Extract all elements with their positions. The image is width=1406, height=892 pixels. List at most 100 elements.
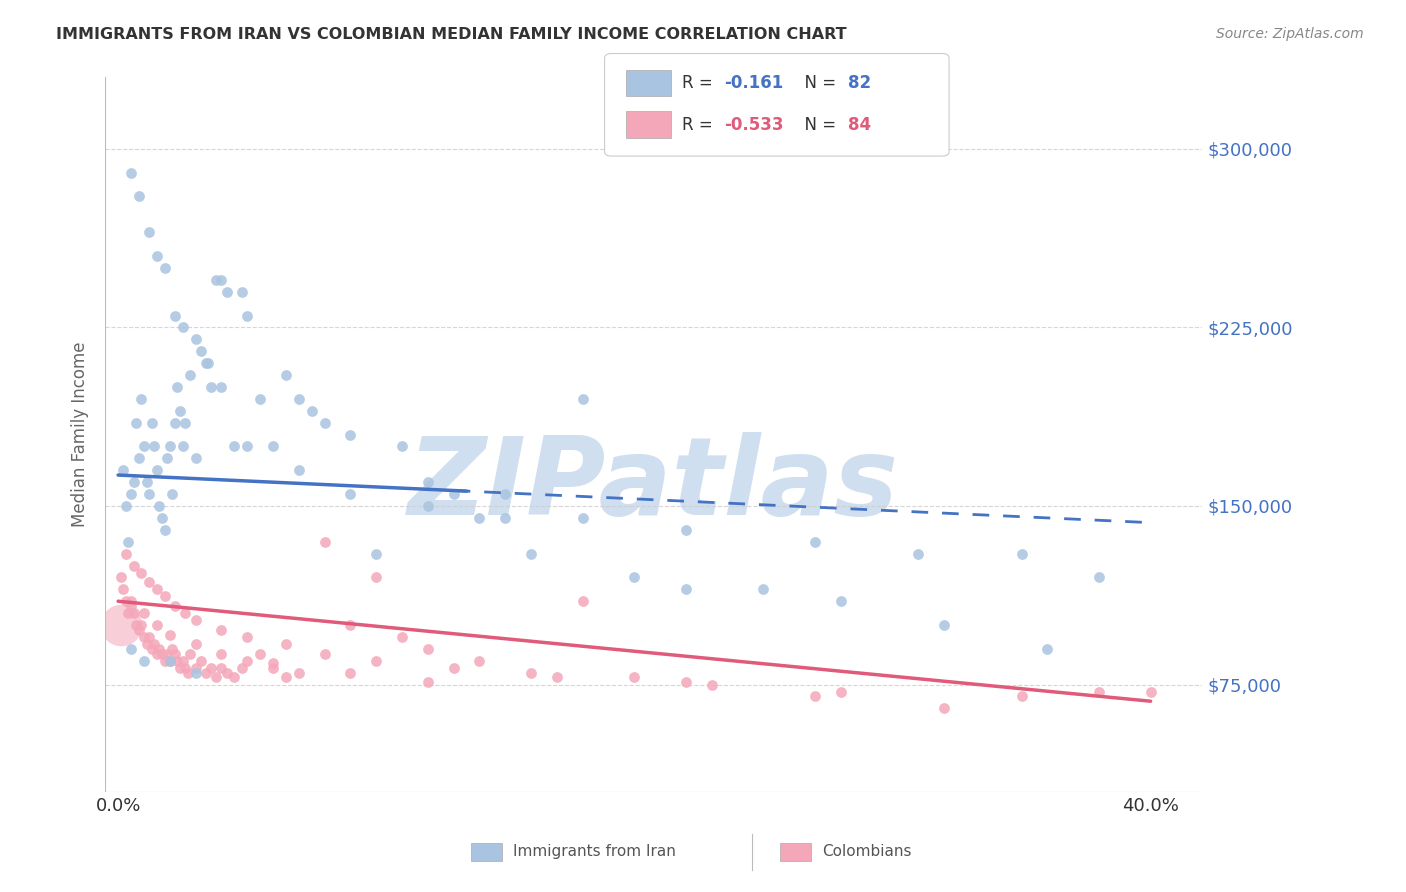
Point: [571, 511, 593, 525]
Point: [120, 487, 142, 501]
Point: [132, 606, 155, 620]
Point: [1088, 570, 1111, 584]
Point: [1036, 641, 1059, 656]
Point: [675, 675, 697, 690]
Point: [132, 654, 155, 668]
Point: [110, 618, 132, 632]
Point: [132, 440, 155, 454]
Point: [172, 320, 194, 334]
Point: [115, 594, 138, 608]
Text: 84: 84: [848, 116, 870, 134]
Point: [172, 654, 194, 668]
Point: [274, 637, 297, 651]
Point: [120, 594, 142, 608]
Point: [146, 647, 169, 661]
Point: [162, 487, 184, 501]
Point: [288, 665, 311, 680]
Text: N =: N =: [794, 116, 842, 134]
Point: [153, 523, 176, 537]
Point: [153, 260, 176, 275]
Point: [125, 416, 148, 430]
Point: [148, 499, 170, 513]
Point: [200, 661, 222, 675]
Point: [494, 511, 516, 525]
Point: [132, 630, 155, 644]
Point: [131, 566, 153, 580]
Point: [249, 647, 271, 661]
Point: [274, 368, 297, 382]
Point: [163, 416, 186, 430]
Text: -0.161: -0.161: [724, 74, 783, 92]
Point: [391, 630, 413, 644]
Point: [262, 661, 284, 675]
Point: [416, 475, 439, 490]
Text: N =: N =: [794, 74, 842, 92]
Point: [163, 647, 186, 661]
Point: [174, 416, 197, 430]
Point: [224, 670, 246, 684]
Point: [675, 523, 697, 537]
Point: [339, 618, 361, 632]
Point: [391, 440, 413, 454]
Point: [146, 618, 169, 632]
Point: [146, 582, 169, 597]
Point: [184, 665, 207, 680]
Point: [141, 641, 163, 656]
Point: [179, 647, 201, 661]
Point: [366, 547, 388, 561]
Point: [156, 451, 179, 466]
Point: [209, 647, 232, 661]
Point: [1011, 547, 1033, 561]
Point: [153, 654, 176, 668]
Point: [156, 647, 179, 661]
Point: [131, 618, 153, 632]
Point: [700, 677, 723, 691]
Point: [416, 675, 439, 690]
Point: [932, 701, 955, 715]
Point: [571, 392, 593, 406]
Point: [184, 451, 207, 466]
Point: [546, 670, 568, 684]
Point: [128, 623, 150, 637]
Point: [194, 665, 217, 680]
Text: Immigrants from Iran: Immigrants from Iran: [513, 845, 676, 859]
Point: [138, 575, 160, 590]
Point: [571, 594, 593, 608]
Point: [520, 547, 543, 561]
Point: [468, 654, 491, 668]
Point: [115, 499, 138, 513]
Point: [125, 618, 148, 632]
Point: [236, 654, 259, 668]
Point: [366, 654, 388, 668]
Point: [366, 570, 388, 584]
Point: [117, 534, 139, 549]
Point: [804, 690, 827, 704]
Point: [150, 647, 173, 661]
Point: [209, 380, 232, 394]
Point: [830, 594, 852, 608]
Point: [172, 440, 194, 454]
Point: [197, 356, 219, 370]
Point: [236, 630, 259, 644]
Point: [146, 249, 169, 263]
Text: R =: R =: [682, 116, 718, 134]
Point: [117, 606, 139, 620]
Point: [146, 463, 169, 477]
Point: [184, 661, 207, 675]
Point: [148, 641, 170, 656]
Point: [907, 547, 929, 561]
Point: [339, 487, 361, 501]
Point: [314, 534, 336, 549]
Point: [179, 368, 201, 382]
Point: [301, 403, 323, 417]
Point: [494, 487, 516, 501]
Point: [675, 582, 697, 597]
Point: [122, 606, 145, 620]
Point: [416, 641, 439, 656]
Text: 82: 82: [848, 74, 870, 92]
Point: [143, 637, 166, 651]
Text: ZIPatlas: ZIPatlas: [408, 432, 900, 538]
Point: [166, 654, 188, 668]
Point: [194, 356, 217, 370]
Point: [174, 606, 197, 620]
